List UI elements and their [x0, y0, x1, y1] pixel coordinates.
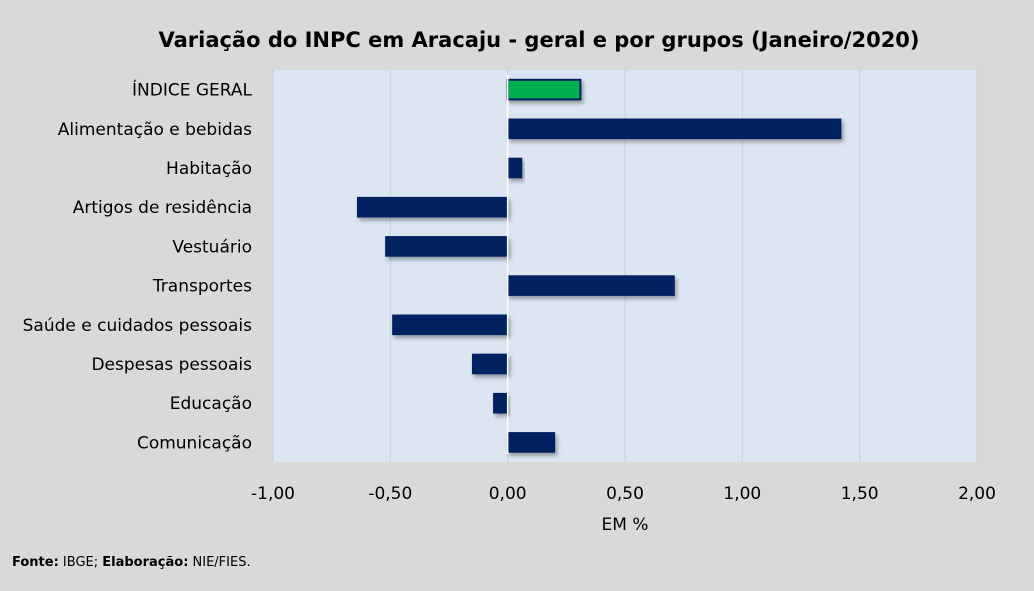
elaboration-value: NIE/FIES. [188, 555, 251, 570]
elaboration-label: Elaboração: [102, 555, 189, 570]
bar--ndice-geral [506, 78, 582, 101]
category-label: Vestuário [172, 237, 252, 257]
category-label: Despesas pessoais [91, 355, 252, 375]
bar-alimenta-o-e-bebidas [507, 118, 842, 140]
x-tick-label: 1,50 [841, 484, 879, 504]
bar-despesas-pessoais [471, 353, 509, 375]
bar-vestu-rio [385, 236, 509, 257]
bar-educa-o [493, 392, 509, 414]
chart-title: Variação do INPC em Aracaju - geral e po… [158, 28, 920, 52]
category-label: Educação [170, 394, 252, 414]
bar-habita-o [507, 157, 523, 179]
x-axis-label: EM % [602, 515, 649, 535]
x-tick-label: -1,00 [251, 484, 295, 504]
x-tick-label: 0,00 [489, 484, 527, 504]
category-label: Habitação [166, 159, 252, 179]
x-tick-label: -0,50 [368, 484, 412, 504]
category-label: ÍNDICE GERAL [132, 79, 253, 101]
bar-sa-de-e-cuidados-pessoais [392, 314, 509, 336]
bar-comunica-o [507, 432, 556, 453]
bar-transportes [507, 275, 675, 296]
category-label: Alimentação e bebidas [58, 120, 252, 140]
category-label: Transportes [152, 277, 252, 297]
source-label: Fonte: [12, 555, 59, 570]
x-tick-label: 1,00 [723, 484, 761, 504]
category-label: Artigos de residência [73, 198, 252, 218]
source-value: IBGE; [58, 555, 103, 570]
category-label: Comunicação [137, 433, 252, 453]
footer-source: Fonte: IBGE; Elaboração: NIE/FIES. [12, 555, 251, 570]
bar-artigos-de-resid-ncia [356, 196, 509, 218]
x-tick-label: 0,50 [606, 484, 644, 504]
category-label: Saúde e cuidados pessoais [23, 316, 253, 336]
x-tick-label: 2,00 [958, 484, 996, 504]
